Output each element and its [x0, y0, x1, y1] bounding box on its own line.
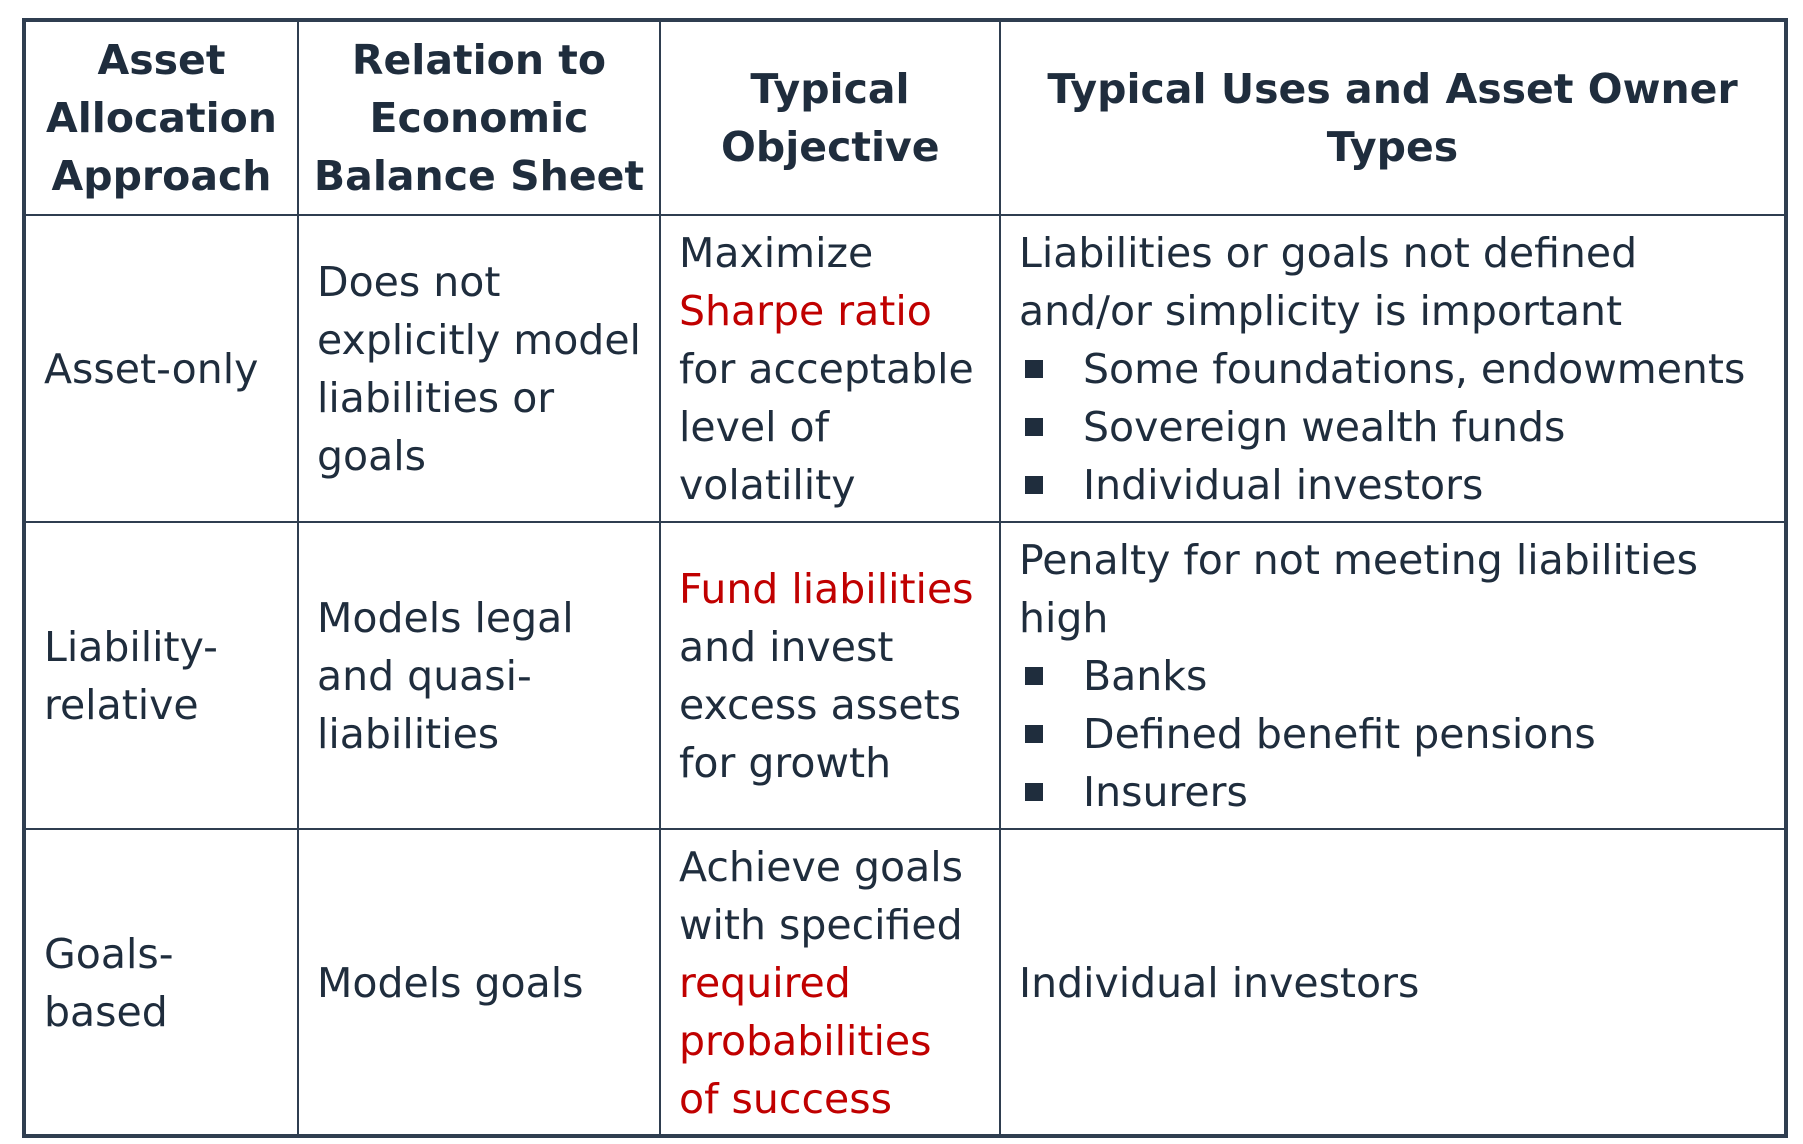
objective-pre: Achieve goals with specified	[679, 843, 963, 949]
approach-cell: Liability-relative	[26, 521, 299, 830]
header-objective: Typical Objective	[659, 22, 1001, 216]
relation-cell: Does not explicitly model liabilities or…	[297, 214, 661, 523]
table-row: Asset-only Does not explicitly model lia…	[26, 214, 1784, 523]
list-item-label: Defined benefit pensions	[1083, 709, 1596, 758]
list-item-label: Insurers	[1083, 767, 1248, 816]
uses-intro: Individual investors	[1019, 959, 1420, 1007]
table-row: Liability-relative Models legal and quas…	[26, 521, 1784, 830]
square-bullet-icon	[1025, 666, 1043, 685]
objective-pre: Maximize	[679, 228, 874, 277]
square-bullet-icon	[1025, 359, 1043, 378]
objective-highlight: required probabilities of success	[679, 959, 932, 1123]
list-item: Banks	[1019, 647, 1768, 705]
objective-post: for acceptable level of volatility	[679, 344, 974, 509]
objective-cell: Fund liabilities and invest excess asset…	[659, 521, 1001, 830]
table: Asset Allocation Approach Relation to Ec…	[26, 22, 1784, 1136]
objective-highlight: Fund liabilities	[679, 564, 974, 613]
list-item: Some foundations, endowments	[1019, 340, 1768, 398]
relation-cell: Models goals	[297, 828, 661, 1136]
uses-cell: Penalty for not meeting liabilities high…	[999, 521, 1784, 830]
uses-list: Some foundations, endowments Sovereign w…	[1019, 340, 1768, 514]
square-bullet-icon	[1025, 475, 1043, 494]
list-item: Individual investors	[1019, 456, 1768, 514]
list-item-label: Individual investors	[1083, 460, 1484, 509]
table-row: Goals-based Models goals Achieve goals w…	[26, 828, 1784, 1136]
square-bullet-icon	[1025, 724, 1043, 743]
list-item-label: Some foundations, endowments	[1083, 344, 1746, 393]
square-bullet-icon	[1025, 782, 1043, 801]
uses-cell: Liabilities or goals not defined and/or …	[999, 214, 1784, 523]
list-item: Sovereign wealth funds	[1019, 398, 1768, 456]
asset-allocation-table: Asset Allocation Approach Relation to Ec…	[22, 18, 1788, 1138]
header-uses: Typical Uses and Asset Owner Types	[999, 22, 1784, 216]
uses-list: Banks Defined benefit pensions Insurers	[1019, 647, 1768, 821]
list-item: Insurers	[1019, 763, 1768, 821]
approach-cell: Goals-based	[26, 828, 299, 1136]
objective-highlight: Sharpe ratio	[679, 286, 932, 335]
square-bullet-icon	[1025, 417, 1043, 436]
header-approach: Asset Allocation Approach	[26, 22, 299, 216]
objective-post: and invest excess assets for growth	[679, 622, 962, 787]
list-item-label: Sovereign wealth funds	[1083, 402, 1566, 451]
uses-cell: Individual investors	[999, 828, 1784, 1136]
relation-cell: Models legal and quasi-liabilities	[297, 521, 661, 830]
list-item: Defined benefit pensions	[1019, 705, 1768, 763]
header-relation: Relation to Economic Balance Sheet	[297, 22, 661, 216]
uses-intro: Liabilities or goals not defined and/or …	[1019, 228, 1638, 335]
objective-cell: Maximize Sharpe ratio for acceptable lev…	[659, 214, 1001, 523]
objective-cell: Achieve goals with specified required pr…	[659, 828, 1001, 1136]
list-item-label: Banks	[1083, 651, 1208, 700]
approach-cell: Asset-only	[26, 214, 299, 523]
uses-intro: Penalty for not meeting liabilities high	[1019, 535, 1699, 642]
header-row: Asset Allocation Approach Relation to Ec…	[26, 22, 1784, 216]
